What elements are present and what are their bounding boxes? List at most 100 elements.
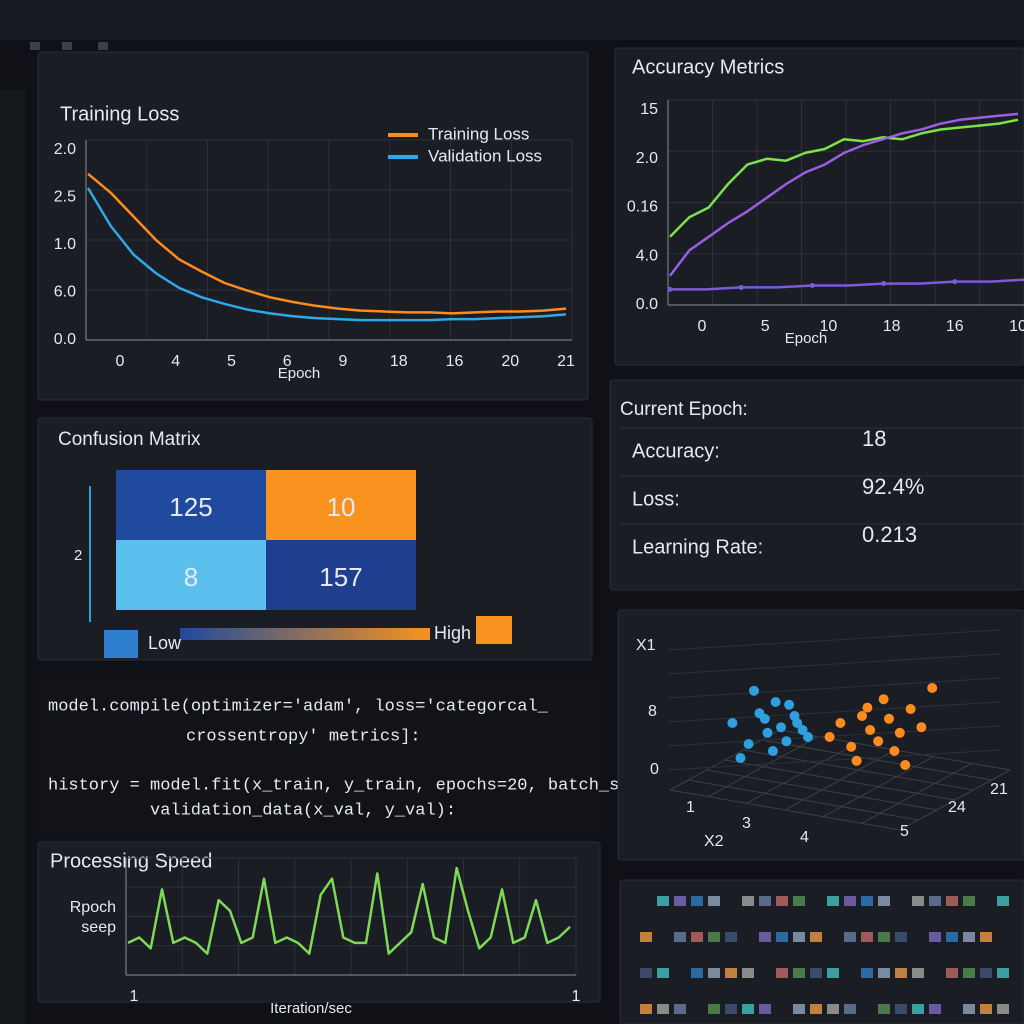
x-tick-label: 18 xyxy=(390,353,408,370)
swatch xyxy=(657,896,669,906)
swatch xyxy=(759,932,771,942)
y-tick-label: 15 xyxy=(640,101,658,118)
x-tick-label: 6 xyxy=(283,353,292,370)
axis-label: 24 xyxy=(948,799,966,816)
scatter-point xyxy=(846,741,857,752)
scatter-point xyxy=(865,725,876,735)
metric-value: 0.213 xyxy=(862,522,917,547)
axis-label: 5 xyxy=(900,823,909,840)
scatter-point xyxy=(916,722,927,733)
legend-label: Validation Loss xyxy=(428,146,542,165)
axis-label: X2 xyxy=(704,833,724,850)
swatch xyxy=(929,896,941,906)
swatch xyxy=(827,1004,839,1014)
y-tick-label: 2.0 xyxy=(636,150,658,167)
y-tick-label: Rpoch xyxy=(70,899,116,916)
swatch xyxy=(657,968,669,978)
swatch xyxy=(895,1004,907,1014)
x-tick-label: 1 xyxy=(572,988,581,1005)
swatch xyxy=(997,968,1009,978)
x-tick-label: 10 xyxy=(1009,318,1024,335)
swatch xyxy=(776,968,788,978)
swatch xyxy=(776,896,788,906)
swatch xyxy=(861,968,873,978)
swatch xyxy=(827,968,839,978)
axis-label: 0 xyxy=(650,761,659,778)
series-point xyxy=(738,284,744,290)
metric-value: 18 xyxy=(862,426,886,451)
scatter-point xyxy=(792,718,803,728)
scatter-point xyxy=(894,727,905,738)
swatch xyxy=(946,968,958,978)
x-tick-label: 5 xyxy=(761,318,770,335)
scatter-point xyxy=(781,736,792,747)
swatch xyxy=(997,1004,1009,1014)
legend-label: Low xyxy=(148,633,182,653)
scatter-point xyxy=(735,753,746,763)
matrix-cell xyxy=(116,540,266,610)
swatch xyxy=(640,1004,652,1014)
swatch xyxy=(861,932,873,942)
swatch xyxy=(810,1004,822,1014)
x-tick-label: 4 xyxy=(171,353,180,370)
y-tick-label: 2.5 xyxy=(54,189,76,206)
x-axis-label: Epoch xyxy=(785,330,828,347)
metric-label: Learning Rate: xyxy=(632,536,763,558)
swatch xyxy=(878,932,890,942)
axis-label: 1 xyxy=(686,799,695,816)
swatch xyxy=(793,896,805,906)
series-line xyxy=(669,112,1019,277)
swatch xyxy=(640,968,652,978)
swatch xyxy=(742,968,754,978)
swatch xyxy=(844,932,856,942)
y-tick-label: 0.0 xyxy=(636,296,658,313)
scatter-point xyxy=(835,718,846,728)
swatch xyxy=(878,968,890,978)
swatch xyxy=(946,932,958,942)
swatch xyxy=(895,968,907,978)
swatch xyxy=(742,896,754,906)
legend-bar xyxy=(180,628,430,640)
swatch xyxy=(929,1004,941,1014)
swatch xyxy=(929,932,941,942)
series-line xyxy=(127,866,571,955)
swatch xyxy=(759,1004,771,1014)
series-point xyxy=(881,281,887,287)
swatch xyxy=(997,896,1009,906)
y-tick-label: 0.0 xyxy=(54,331,76,348)
matrix-cell xyxy=(266,540,416,610)
axis-label: X1 xyxy=(636,637,656,654)
scatter-point xyxy=(857,711,867,721)
x-tick-label: 0 xyxy=(698,318,707,335)
swatch xyxy=(963,1004,975,1014)
scatter-point xyxy=(889,746,900,756)
wall-grid xyxy=(667,677,1001,699)
y-tick-label: 4.0 xyxy=(636,247,658,264)
x-tick-label: 5 xyxy=(227,353,236,370)
swatch xyxy=(793,1004,805,1014)
scatter-point xyxy=(803,732,813,742)
swatch xyxy=(725,968,737,978)
panel xyxy=(614,47,1024,366)
toolbar xyxy=(0,0,1024,40)
swatch xyxy=(861,896,873,906)
scatter-point xyxy=(776,722,786,733)
swatch xyxy=(980,932,992,942)
x-tick-label: 0 xyxy=(116,353,125,370)
scatter-point xyxy=(873,736,884,747)
matrix-cell xyxy=(266,470,416,540)
x-tick-label: 20 xyxy=(501,353,519,370)
scatter-point xyxy=(862,702,873,713)
y-axis-label: 2 xyxy=(74,547,82,564)
swatch xyxy=(708,896,720,906)
toolbar-icon xyxy=(98,42,108,50)
metric-label: Accuracy: xyxy=(632,440,720,462)
scatter-point xyxy=(727,718,738,728)
x-axis-label: Iteration/sec xyxy=(270,1000,352,1017)
swatch xyxy=(844,896,856,906)
swatch xyxy=(844,1004,856,1014)
x-tick-label: 16 xyxy=(446,353,464,370)
cell-value: 8 xyxy=(184,562,198,592)
scatter-point xyxy=(759,713,770,724)
x-axis-label: Epoch xyxy=(278,365,321,382)
